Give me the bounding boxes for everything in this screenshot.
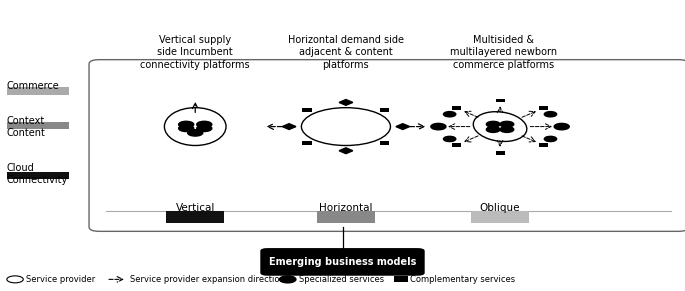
Polygon shape <box>339 148 353 154</box>
Bar <box>539 143 548 147</box>
Circle shape <box>188 130 203 136</box>
Bar <box>452 106 461 110</box>
Bar <box>380 141 390 145</box>
Text: Specialized services: Specialized services <box>299 275 384 284</box>
Bar <box>394 276 408 282</box>
Text: Oblique: Oblique <box>479 203 521 213</box>
Bar <box>7 87 68 95</box>
Circle shape <box>443 136 456 142</box>
Bar <box>496 98 504 102</box>
Text: Emerging business models: Emerging business models <box>269 257 416 267</box>
Bar <box>316 211 375 223</box>
Bar <box>496 151 504 155</box>
Circle shape <box>179 125 194 132</box>
Circle shape <box>279 276 296 283</box>
Bar <box>166 211 224 223</box>
Circle shape <box>431 123 446 130</box>
Bar <box>7 122 68 129</box>
Circle shape <box>486 121 500 127</box>
Ellipse shape <box>164 108 226 146</box>
Circle shape <box>179 121 194 128</box>
Bar <box>539 106 548 110</box>
Circle shape <box>443 112 456 117</box>
Bar <box>7 172 68 179</box>
Text: Context
Content: Context Content <box>7 116 46 138</box>
Bar <box>380 108 390 112</box>
Text: Horizontal demand side
adjacent & content
platforms: Horizontal demand side adjacent & conten… <box>288 35 404 70</box>
Ellipse shape <box>473 112 527 141</box>
Circle shape <box>197 125 212 132</box>
Polygon shape <box>282 124 296 129</box>
Circle shape <box>500 127 514 132</box>
Text: Vertical: Vertical <box>175 203 215 213</box>
Bar <box>471 211 529 223</box>
Text: Vertical supply
side Incumbent
connectivity platforms: Vertical supply side Incumbent connectiv… <box>140 35 250 70</box>
Bar <box>452 143 461 147</box>
Text: Commerce: Commerce <box>7 81 60 91</box>
Circle shape <box>486 127 500 132</box>
Text: Multisided &
multilayered newborn
commerce platforms: Multisided & multilayered newborn commer… <box>450 35 557 70</box>
Bar <box>302 141 312 145</box>
Bar <box>302 108 312 112</box>
Text: Complementary services: Complementary services <box>410 275 515 284</box>
Circle shape <box>545 112 557 117</box>
Circle shape <box>545 136 557 142</box>
Circle shape <box>554 123 569 130</box>
FancyBboxPatch shape <box>260 248 425 276</box>
Circle shape <box>197 121 212 128</box>
Text: Service provider: Service provider <box>26 275 95 284</box>
Circle shape <box>500 121 514 127</box>
Circle shape <box>301 108 390 146</box>
Polygon shape <box>396 124 410 129</box>
Text: Cloud
Connectivity: Cloud Connectivity <box>7 163 68 184</box>
Polygon shape <box>339 100 353 105</box>
Text: Service provider expansion direction: Service provider expansion direction <box>130 275 285 284</box>
Text: Horizontal: Horizontal <box>319 203 373 213</box>
FancyBboxPatch shape <box>89 60 685 231</box>
